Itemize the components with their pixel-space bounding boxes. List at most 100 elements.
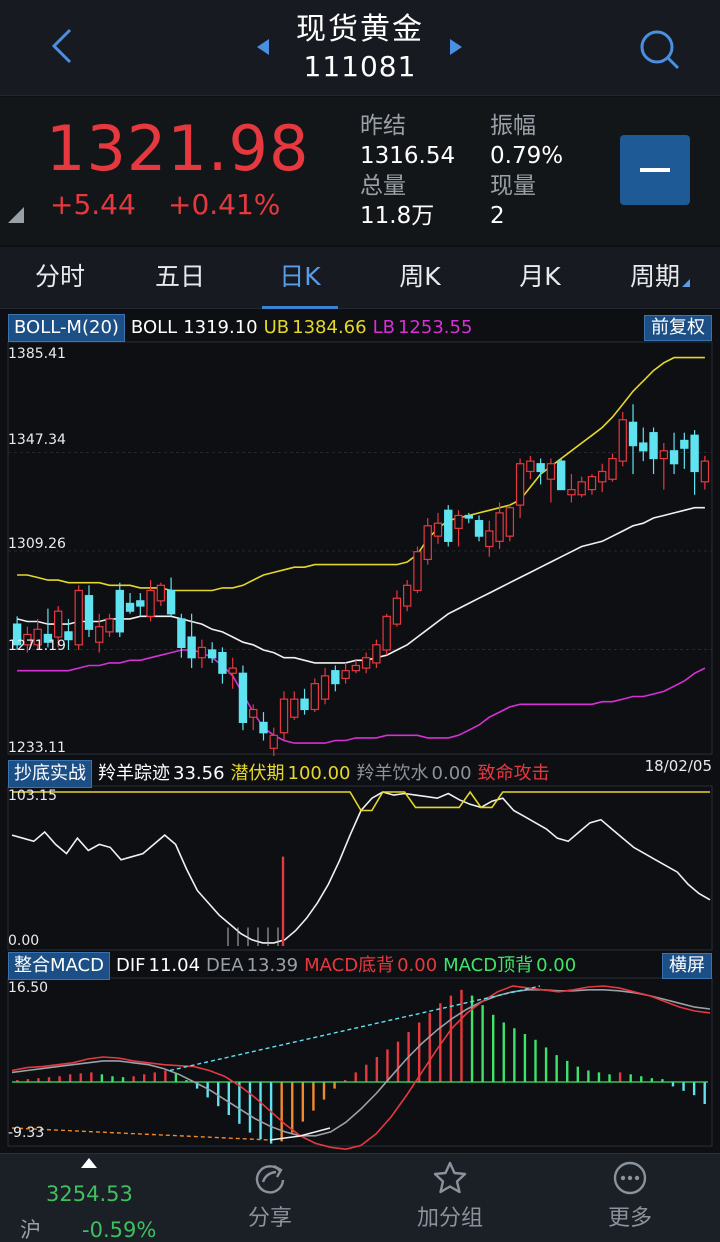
candle-body — [639, 442, 648, 452]
prev-settle-label: 昨结 — [360, 113, 406, 139]
boll-indicator-tag[interactable]: BOLL-M(20) — [8, 314, 125, 342]
candle-body — [218, 651, 227, 674]
boll-panel-frame — [7, 341, 713, 755]
macd-histogram-bar — [164, 1070, 167, 1082]
more-button[interactable]: 更多 — [570, 1160, 690, 1234]
macd-histogram-bar — [238, 1082, 241, 1124]
second-panel-frame — [7, 785, 713, 951]
dea-label: DEA — [206, 955, 244, 976]
amplitude-value: 0.79% — [490, 143, 564, 169]
candle-body — [567, 488, 576, 496]
next-instrument-icon[interactable] — [448, 38, 464, 56]
macd-axis-max: 16.50 — [8, 980, 49, 996]
candle-body — [659, 450, 669, 460]
more-label: 更多 — [607, 1206, 652, 1231]
candle-body — [125, 602, 135, 612]
candle-body — [23, 633, 32, 646]
macd-histogram-bar — [195, 1082, 199, 1089]
macd-histogram-bar — [460, 989, 463, 1082]
macd-panel-frame — [7, 977, 713, 1147]
tab-five-day[interactable]: 五日 — [154, 262, 205, 291]
candle-body — [53, 610, 63, 638]
macd-histogram-bar — [132, 1076, 135, 1082]
bottom-fishing-tag[interactable]: 抄底实战 — [8, 760, 92, 788]
second-axis-min: 0.00 — [8, 933, 40, 949]
macd-histogram-bar — [291, 1082, 294, 1133]
prev-instrument-icon[interactable] — [255, 38, 271, 56]
antelope-trace-value: 33.56 — [173, 763, 225, 784]
boll-axis-4: 1271.19 — [8, 638, 66, 654]
macd-histogram-bar — [79, 1073, 82, 1082]
candle-body — [290, 698, 299, 718]
tab-monthly-k[interactable]: 月K — [519, 262, 561, 291]
macd-legend: 整合MACD DIF 11.04 DEA 13.39 MACD底背 0.00 MACD顶背 0.… — [8, 952, 582, 980]
candle-body — [95, 626, 104, 643]
top-divergence-line — [169, 985, 541, 1072]
macd-histogram-bar — [629, 1074, 632, 1082]
price-adjust-button[interactable]: 前复权 — [644, 315, 712, 341]
add-group-button[interactable]: 加分组 — [390, 1160, 510, 1234]
candle-body — [526, 460, 535, 473]
macd-top-div-value: 0.00 — [536, 955, 577, 976]
candle-body — [546, 463, 556, 480]
star-icon — [433, 1161, 467, 1194]
index-expand-arrow-icon[interactable] — [81, 1158, 97, 1168]
candle-body — [74, 589, 83, 646]
candle-body — [485, 530, 494, 548]
tab-intraday[interactable]: 分时 — [34, 262, 85, 291]
search-icon[interactable] — [636, 26, 682, 72]
share-button[interactable]: 分享 — [210, 1160, 330, 1234]
macd-histogram-bar — [555, 1055, 558, 1082]
more-dots-icon — [613, 1161, 647, 1195]
volume-value: 11.8万 — [360, 203, 435, 229]
macd-histogram-bar — [90, 1072, 93, 1082]
macd-histogram-bar — [322, 1082, 326, 1100]
macd-histogram-bar — [111, 1076, 114, 1082]
candle-body — [382, 615, 391, 651]
bottom-fishing-legend: 抄底实战 羚羊踪迹 33.56 潜伏期 100.00 羚羊饮水 0.00 致命攻击 — [8, 760, 556, 788]
candle-body — [259, 721, 268, 734]
expand-corner-icon[interactable] — [8, 207, 24, 223]
boll-legend: BOLL-M(20) BOLL 1319.10 UB 1384.66 LB 1253.55 — [8, 314, 478, 342]
macd-histogram-bar — [365, 1064, 368, 1082]
candle-body — [64, 631, 73, 641]
add-group-label: 加分组 — [416, 1206, 483, 1231]
candle-body — [413, 551, 422, 592]
share-label: 分享 — [247, 1206, 292, 1231]
tab-daily-k[interactable]: 日K — [240, 247, 360, 309]
dif-value: 11.04 — [148, 955, 201, 976]
boll-axis-min: 1233.11 — [8, 740, 66, 756]
back-arrow-icon[interactable] — [44, 26, 80, 66]
ub-value: 1384.66 — [292, 317, 367, 338]
macd-histogram-bar — [587, 1070, 590, 1082]
candle-body — [515, 463, 525, 506]
candle-body — [454, 514, 463, 529]
chart-svg — [7, 341, 713, 1151]
macd-histogram-bar — [417, 1022, 421, 1082]
candle-body — [423, 525, 432, 561]
macd-tag[interactable]: 整合MACD — [8, 952, 110, 980]
second-axis-max: 103.15 — [8, 788, 57, 804]
candle-body — [444, 509, 453, 542]
candle-body — [361, 657, 371, 669]
macd-histogram-bar — [650, 1078, 654, 1082]
candle-body — [156, 584, 166, 602]
chart-area[interactable]: BOLL-M(20) BOLL 1319.10 UB 1384.66 LB 1253.55 … — [0, 310, 720, 1153]
candle-body — [33, 628, 42, 646]
period-tabs: 分时 五日 日K 周K 月K 周期 — [0, 247, 720, 309]
macd-histogram-bar — [121, 1077, 125, 1082]
last-price: 1321.98 — [46, 112, 310, 185]
candle-body — [700, 460, 710, 483]
tab-period[interactable]: 周期 — [600, 247, 720, 309]
remove-watchlist-button[interactable] — [620, 135, 690, 205]
prev-settle-value: 1316.54 — [360, 143, 456, 169]
macd-histogram-bar — [386, 1049, 389, 1082]
candle-body — [136, 600, 145, 607]
macd-histogram-bar — [280, 1082, 283, 1142]
landscape-button[interactable]: 横屏 — [662, 953, 712, 979]
price-change: +5.44 — [50, 188, 136, 221]
tab-weekly-k[interactable]: 周K — [399, 262, 441, 291]
candle-body — [269, 734, 278, 749]
candle-body — [207, 649, 217, 659]
boll-axis-3: 1309.26 — [8, 536, 66, 552]
